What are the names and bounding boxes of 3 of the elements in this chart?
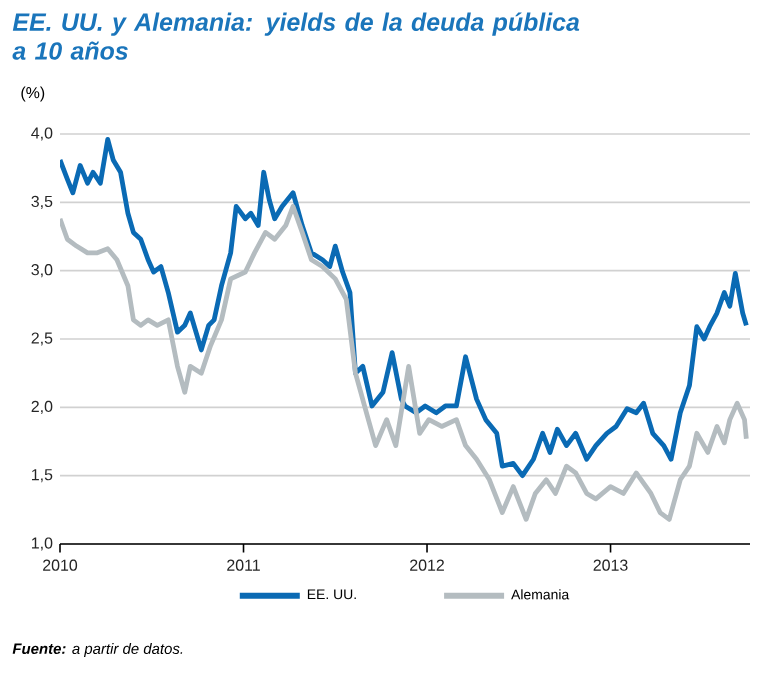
line-series bbox=[60, 204, 749, 522]
line-series bbox=[60, 137, 749, 479]
chart-title: EE. UU. y Alemania: yields de la deuda pública a 10 años bbox=[12, 12, 580, 60]
